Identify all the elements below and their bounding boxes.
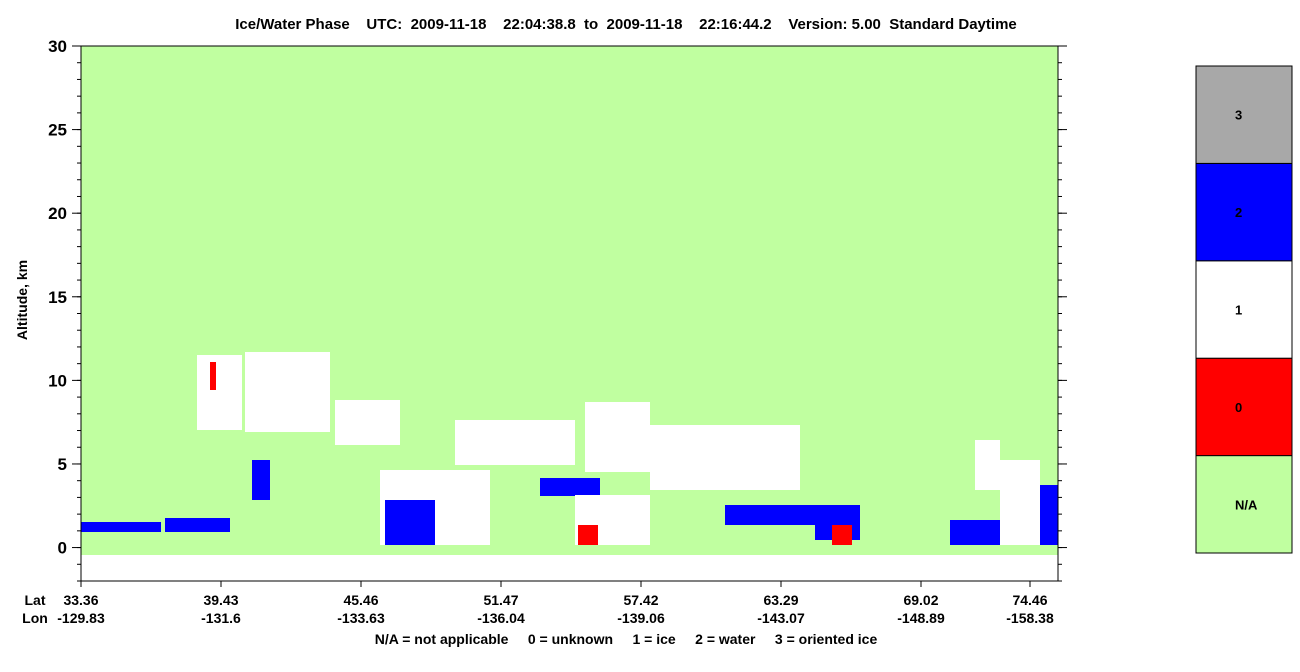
cloud (540, 478, 600, 496)
lat-label: 39.43 (203, 592, 238, 608)
cloud (650, 425, 800, 490)
lon-label: -131.6 (201, 610, 241, 626)
lon-label: -129.83 (57, 610, 105, 626)
lat-label: 74.46 (1012, 592, 1047, 608)
lon-label: -139.06 (617, 610, 665, 626)
colorbar-label: N/A (1235, 497, 1258, 512)
y-tick-label: 25 (48, 121, 67, 140)
y-axis-label: Altitude, km (14, 260, 30, 340)
cloud (197, 355, 242, 430)
colorbar-label: 3 (1235, 108, 1242, 123)
cloud (585, 402, 650, 472)
cloud (725, 505, 815, 525)
y-tick-label: 5 (58, 455, 67, 474)
cloud (1040, 485, 1058, 545)
lon-label: -158.38 (1006, 610, 1054, 626)
cloud (165, 518, 230, 532)
cloud (385, 500, 435, 545)
cloud-field (81, 352, 1058, 545)
colorbar-label: 0 (1235, 400, 1242, 415)
y-tick-label: 15 (48, 288, 67, 307)
lat-label: 69.02 (903, 592, 938, 608)
lat-label: 33.36 (63, 592, 98, 608)
chart-title: Ice/Water Phase UTC: 2009-11-18 22:04:38… (235, 16, 1017, 33)
cloud (81, 522, 161, 532)
row-label: Lon (22, 610, 48, 626)
plot-background (81, 46, 1058, 555)
lat-label: 63.29 (763, 592, 798, 608)
lat-label: 45.46 (343, 592, 378, 608)
colorbar-label: 1 (1235, 303, 1242, 318)
y-tick-label: 10 (48, 371, 67, 390)
colorbar-swatch (1195, 357, 1293, 457)
cloud (210, 362, 216, 390)
cloud (335, 400, 400, 445)
lon-label: -148.89 (897, 610, 945, 626)
cloud (455, 420, 575, 465)
y-tick-label: 0 (58, 539, 67, 558)
lon-label: -136.04 (477, 610, 525, 626)
cloud (578, 525, 598, 545)
cloud (245, 352, 330, 432)
cloud (252, 460, 270, 500)
lat-label: 57.42 (623, 592, 658, 608)
y-tick-label: 30 (48, 37, 67, 56)
cloud (1000, 460, 1040, 545)
colorbar-swatch (1195, 260, 1293, 359)
y-tick-label: 20 (48, 204, 67, 223)
colorbar-swatch (1195, 65, 1293, 164)
cloud (975, 440, 1000, 490)
colorbar-swatch (1195, 162, 1293, 262)
footnote: N/A = not applicable 0 = unknown 1 = ice… (375, 631, 878, 647)
colorbar-label: 2 (1235, 205, 1242, 220)
lon-label: -133.63 (337, 610, 385, 626)
colorbar-swatch (1195, 455, 1293, 554)
row-label: Lat (25, 592, 46, 608)
cloud (832, 525, 852, 545)
lon-label: -143.07 (757, 610, 805, 626)
lat-label: 51.47 (483, 592, 518, 608)
